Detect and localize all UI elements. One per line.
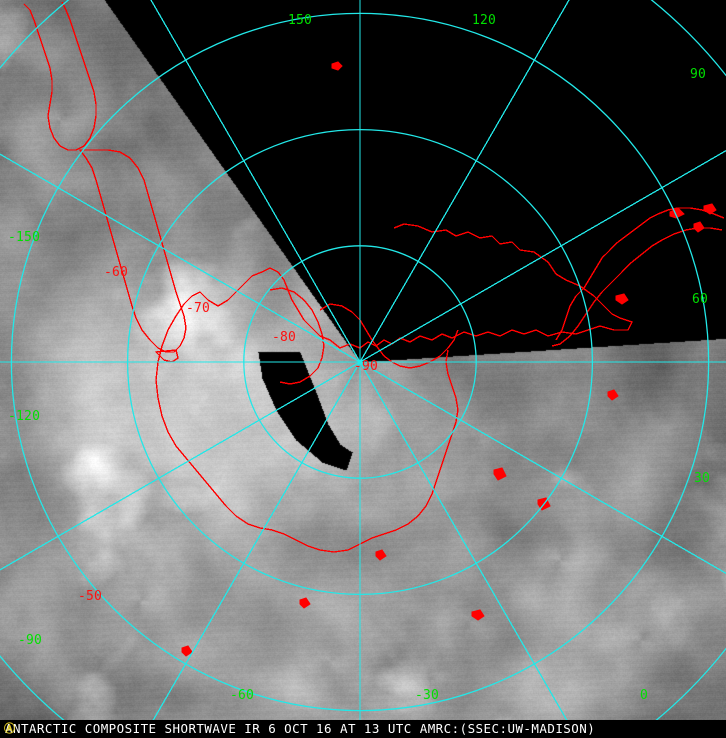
caption-bar: ANTARCTIC COMPOSITE SHORTWAVE IR 6 OCT 1… xyxy=(0,720,726,738)
map-area: 150 120 90 60 30 0 -30 -60 -90 -120 -150 -50 -60 -70-… xyxy=(0,0,726,720)
satellite-imagery-canvas xyxy=(0,0,726,720)
amrc-logo-icon: Ⓐ xyxy=(4,722,16,735)
caption-text: ANTARCTIC COMPOSITE SHORTWAVE IR 6 OCT 1… xyxy=(5,721,596,736)
